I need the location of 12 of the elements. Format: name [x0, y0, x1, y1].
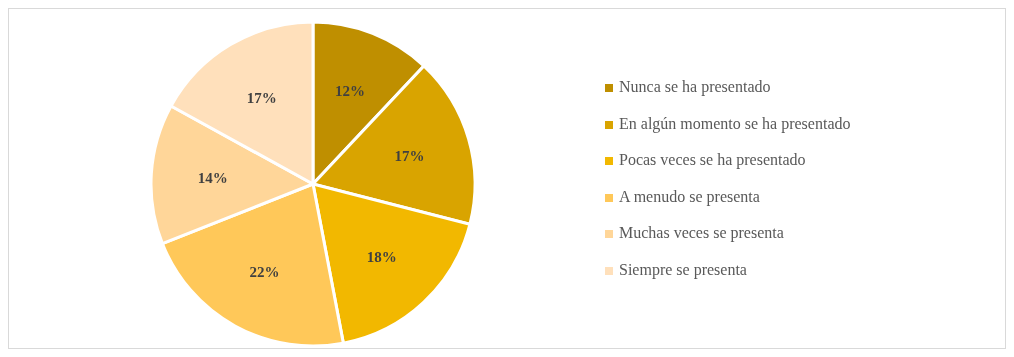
legend-label: Nunca se ha presentado [619, 78, 771, 95]
data-label: 14% [197, 169, 228, 186]
data-label: 17% [394, 147, 425, 164]
data-label: 22% [249, 264, 280, 281]
legend-label: Siempre se presenta [619, 260, 747, 278]
data-label: 17% [246, 89, 277, 106]
legend-label: En algún momento se ha presentado [619, 114, 851, 132]
data-label: 18% [366, 249, 397, 266]
data-label: 12% [334, 82, 365, 99]
legend-label: Muchas veces se presenta [619, 224, 784, 241]
legend-label: A menudo se presenta [619, 187, 760, 205]
legend-label: Pocas veces se ha presentado [619, 151, 806, 168]
